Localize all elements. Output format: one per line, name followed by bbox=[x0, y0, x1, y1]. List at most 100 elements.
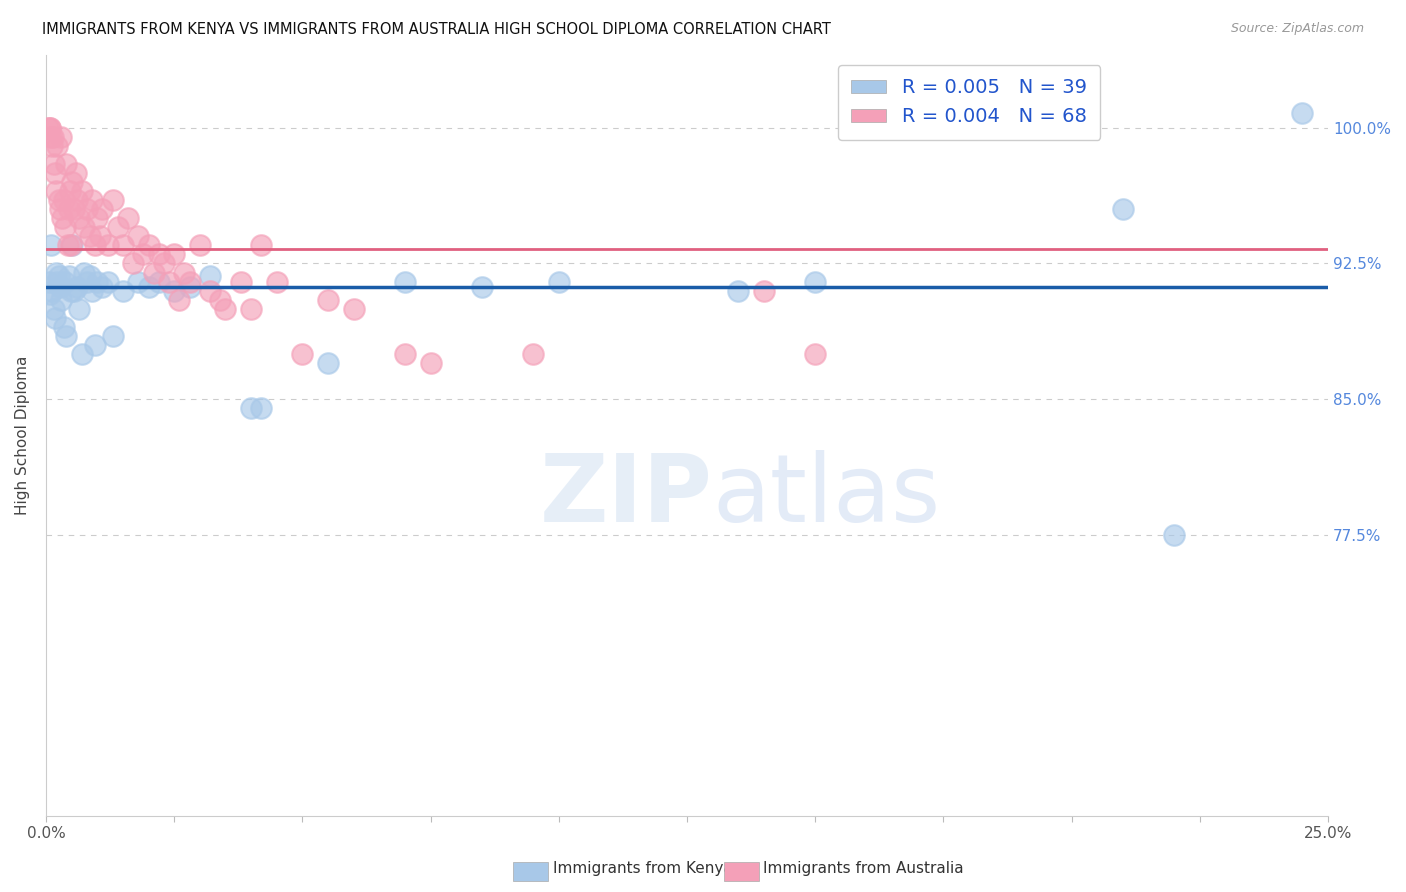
Point bbox=[49, 280, 72, 294]
Point bbox=[83, 338, 105, 352]
Point bbox=[52, 319, 75, 334]
Point bbox=[179, 280, 201, 294]
Point bbox=[804, 347, 827, 361]
Point bbox=[1112, 202, 1135, 216]
Point bbox=[60, 238, 83, 252]
Point bbox=[148, 247, 170, 261]
Point bbox=[46, 275, 69, 289]
Point bbox=[51, 293, 73, 307]
Point bbox=[163, 247, 186, 261]
Point bbox=[59, 284, 82, 298]
Point bbox=[51, 211, 73, 226]
Point bbox=[45, 265, 67, 279]
Point bbox=[58, 269, 80, 284]
Point bbox=[79, 229, 101, 244]
Point bbox=[132, 247, 155, 261]
Point bbox=[51, 129, 73, 144]
Point bbox=[46, 138, 69, 153]
Point bbox=[122, 256, 145, 270]
Point bbox=[79, 269, 101, 284]
Point bbox=[55, 157, 77, 171]
Point bbox=[38, 287, 60, 301]
Point bbox=[37, 120, 59, 135]
Point bbox=[86, 275, 108, 289]
Point bbox=[96, 238, 118, 252]
Point bbox=[73, 265, 96, 279]
Point bbox=[240, 401, 263, 416]
Point bbox=[163, 284, 186, 298]
Point bbox=[117, 211, 139, 226]
Text: Immigrants from Kenya: Immigrants from Kenya bbox=[553, 861, 733, 876]
Point bbox=[153, 256, 176, 270]
Point bbox=[111, 284, 134, 298]
Point bbox=[209, 293, 232, 307]
Point bbox=[39, 120, 62, 135]
Point bbox=[44, 166, 66, 180]
Point bbox=[291, 347, 314, 361]
Point bbox=[1291, 106, 1313, 120]
Point bbox=[198, 269, 221, 284]
Point bbox=[67, 301, 90, 316]
Point bbox=[240, 301, 263, 316]
Point bbox=[179, 275, 201, 289]
Point bbox=[58, 202, 80, 216]
Point bbox=[91, 202, 114, 216]
Point bbox=[1163, 528, 1185, 542]
Point bbox=[101, 329, 124, 343]
Point bbox=[86, 211, 108, 226]
Point bbox=[394, 275, 416, 289]
Point bbox=[48, 193, 70, 207]
Point bbox=[66, 193, 89, 207]
Text: ZIP: ZIP bbox=[540, 450, 713, 542]
Point bbox=[44, 310, 66, 325]
Point bbox=[39, 129, 62, 144]
Point bbox=[198, 284, 221, 298]
Point bbox=[66, 280, 89, 294]
Point bbox=[547, 275, 569, 289]
Point bbox=[45, 184, 67, 198]
Point bbox=[127, 275, 149, 289]
Point bbox=[83, 238, 105, 252]
Y-axis label: High School Diploma: High School Diploma bbox=[15, 356, 30, 516]
Point bbox=[727, 284, 749, 298]
Point bbox=[38, 275, 60, 289]
Point bbox=[107, 220, 129, 235]
Point bbox=[229, 275, 252, 289]
Point bbox=[39, 238, 62, 252]
Point bbox=[76, 202, 98, 216]
Point bbox=[343, 301, 366, 316]
Point bbox=[266, 275, 288, 289]
Point bbox=[91, 280, 114, 294]
Point bbox=[55, 220, 77, 235]
Point bbox=[148, 275, 170, 289]
Point bbox=[73, 220, 96, 235]
Point bbox=[59, 238, 82, 252]
Text: Source: ZipAtlas.com: Source: ZipAtlas.com bbox=[1230, 22, 1364, 36]
Text: IMMIGRANTS FROM KENYA VS IMMIGRANTS FROM AUSTRALIA HIGH SCHOOL DIPLOMA CORRELATI: IMMIGRANTS FROM KENYA VS IMMIGRANTS FROM… bbox=[42, 22, 831, 37]
Point bbox=[316, 356, 339, 370]
Point bbox=[111, 238, 134, 252]
Point bbox=[63, 202, 86, 216]
Point bbox=[89, 229, 111, 244]
Point bbox=[55, 329, 77, 343]
Point bbox=[804, 275, 827, 289]
Point bbox=[169, 293, 191, 307]
Point bbox=[82, 284, 104, 298]
Point bbox=[316, 293, 339, 307]
Point bbox=[52, 193, 75, 207]
Point bbox=[214, 301, 236, 316]
Point bbox=[65, 166, 87, 180]
Legend: R = 0.005   N = 39, R = 0.004   N = 68: R = 0.005 N = 39, R = 0.004 N = 68 bbox=[838, 65, 1101, 140]
Point bbox=[63, 284, 86, 298]
Point bbox=[394, 347, 416, 361]
Point bbox=[101, 193, 124, 207]
Point bbox=[76, 275, 98, 289]
Point bbox=[419, 356, 441, 370]
Point bbox=[56, 238, 79, 252]
Point bbox=[173, 265, 195, 279]
Point bbox=[157, 275, 180, 289]
Point bbox=[67, 211, 90, 226]
Point bbox=[138, 280, 160, 294]
Text: atlas: atlas bbox=[713, 450, 941, 542]
Point bbox=[55, 275, 77, 289]
